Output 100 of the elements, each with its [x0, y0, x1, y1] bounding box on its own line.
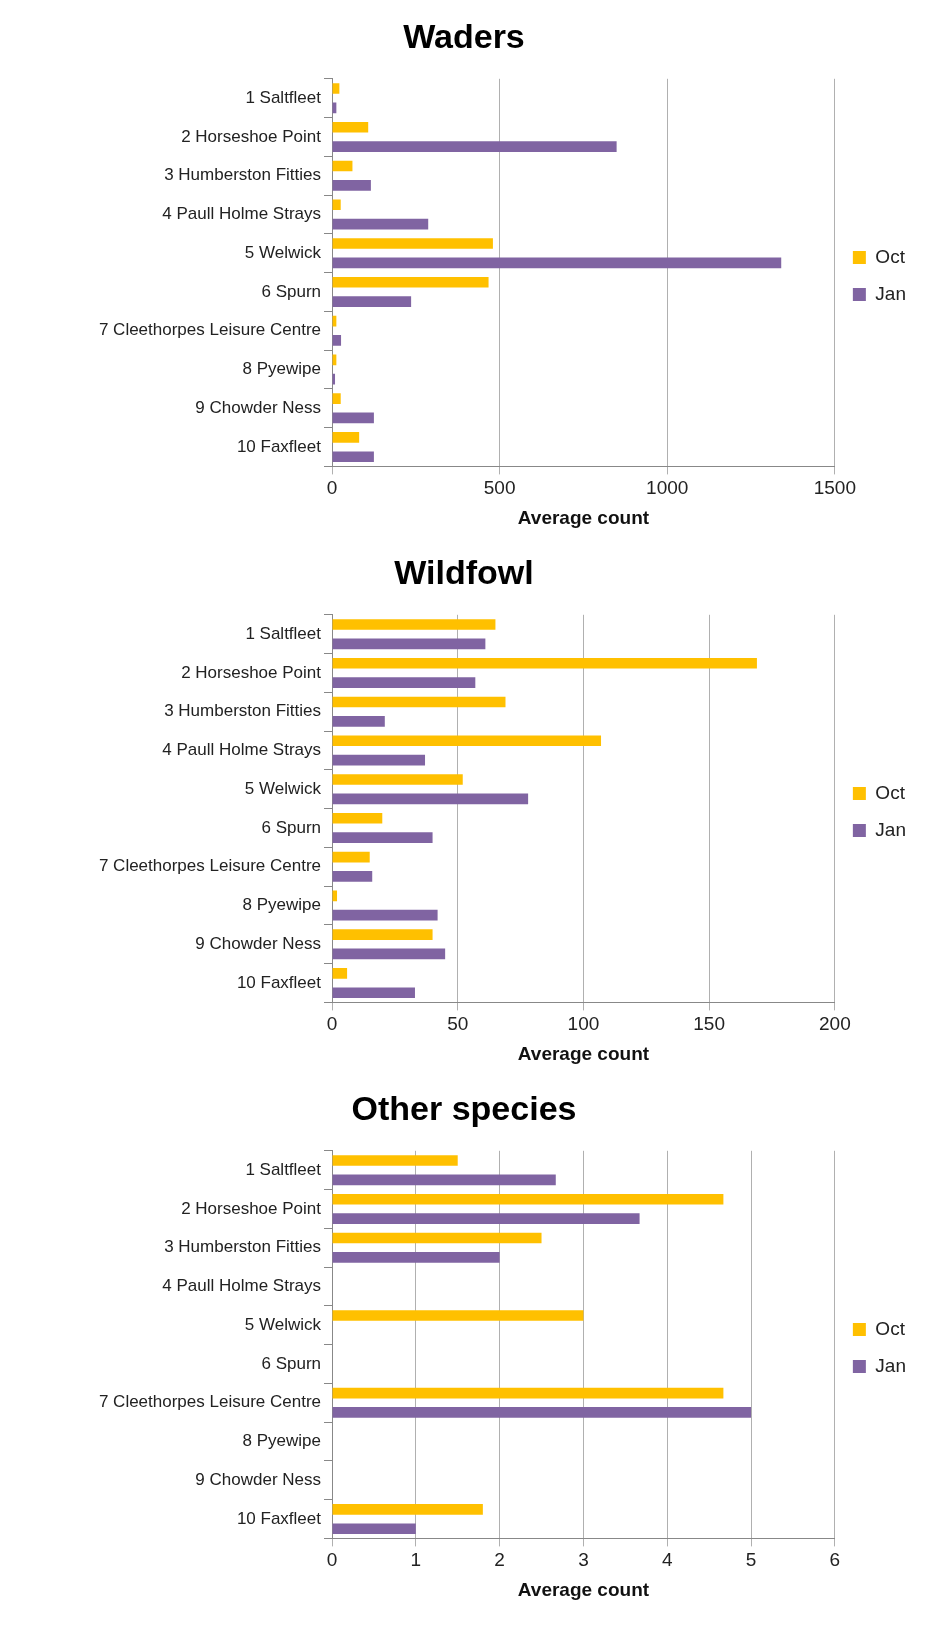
bar: [332, 335, 342, 346]
y-tick-label: 8 Pyewipe: [242, 1431, 321, 1451]
bar: [332, 890, 338, 902]
y-tick-label: 3 Humberston Fitties: [164, 701, 321, 721]
bar: [332, 1232, 542, 1244]
bar: [332, 296, 412, 307]
x-tick-label: 200: [819, 1013, 851, 1035]
x-tick-label: 1000: [646, 477, 689, 499]
y-tick-label: 1 Saltfleet: [245, 87, 322, 107]
x-tick-label: 150: [693, 1013, 725, 1035]
bar: [332, 638, 486, 650]
bar: [332, 1310, 584, 1321]
y-tick-label: 6 Spurn: [261, 1353, 321, 1373]
x-tick-label: 5: [745, 1549, 757, 1571]
bar: [332, 1504, 483, 1515]
legend-label: Jan: [875, 1354, 907, 1376]
bar: [332, 1523, 416, 1535]
chart-title: Other species: [351, 1088, 577, 1127]
bar: [332, 412, 374, 424]
bar: [332, 716, 385, 727]
y-tick-label: 8 Pyewipe: [242, 359, 321, 379]
bar: [332, 774, 463, 785]
bar: [332, 871, 373, 882]
bar: [332, 1155, 458, 1166]
x-tick-label: 4: [661, 1549, 673, 1571]
x-tick-label: 1500: [813, 477, 857, 499]
bar: [332, 968, 348, 979]
bar: [332, 1213, 640, 1224]
y-tick-label: 3 Humberston Fitties: [164, 1237, 321, 1257]
x-axis-title: Average count: [517, 1578, 650, 1600]
y-tick-label: 5 Welwick: [244, 778, 322, 798]
bar: [332, 696, 506, 708]
bar: [332, 121, 369, 133]
legend-label: Jan: [875, 818, 907, 840]
y-tick-label: 9 Chowder Ness: [195, 1469, 321, 1489]
x-tick-label: 1: [410, 1549, 422, 1571]
bar: [332, 451, 374, 463]
bar: [332, 754, 426, 766]
bar: [332, 909, 438, 921]
legend-label: Oct: [875, 245, 906, 267]
bar: [332, 929, 433, 940]
bar: [332, 812, 383, 824]
y-tick-label: 6 Spurn: [261, 817, 321, 837]
x-axis-title: Average count: [517, 1042, 650, 1064]
bar: [332, 141, 617, 152]
x-tick-label: 0: [326, 477, 338, 499]
y-tick-label: 2 Horseshoe Point: [181, 662, 322, 682]
bar: [332, 1252, 500, 1263]
legend-label: Oct: [875, 1317, 906, 1339]
y-tick-label: 4 Paull Holme Strays: [162, 204, 321, 224]
bar: [332, 735, 602, 747]
x-axis-title: Average count: [517, 506, 650, 528]
y-tick-label: 1 Saltfleet: [245, 623, 322, 643]
y-tick-label: 9 Chowder Ness: [195, 397, 321, 417]
y-tick-label: 5 Welwick: [244, 1314, 322, 1334]
y-tick-label: 1 Saltfleet: [245, 1159, 322, 1179]
bar: [332, 832, 433, 843]
y-tick-label: 10 Faxfleet: [236, 1508, 322, 1528]
x-tick-label: 50: [447, 1013, 469, 1035]
y-tick-label: 4 Paull Holme Strays: [162, 740, 321, 760]
y-tick-label: 2 Horseshoe Point: [181, 126, 322, 146]
bar: [332, 276, 489, 288]
legend-label: Oct: [875, 781, 906, 803]
bar: [332, 432, 360, 443]
bar: [332, 1193, 724, 1205]
x-tick-label: 3: [578, 1549, 589, 1571]
bar: [332, 393, 341, 404]
bar: [332, 657, 757, 669]
bar: [332, 948, 446, 960]
bar: [332, 238, 493, 249]
y-tick-label: 7 Cleethorpes Leisure Centre: [98, 856, 321, 876]
bar: [332, 1174, 556, 1186]
legend-label: Jan: [875, 282, 907, 304]
y-tick-label: 2 Horseshoe Point: [181, 1198, 322, 1218]
y-tick-label: 8 Pyewipe: [242, 895, 321, 915]
y-tick-label: 3 Humberston Fitties: [164, 165, 321, 185]
y-tick-label: 10 Faxfleet: [236, 972, 322, 992]
x-tick-label: 100: [567, 1013, 600, 1035]
x-tick-label: 2: [494, 1549, 505, 1571]
bar: [332, 257, 782, 269]
bar: [332, 619, 496, 630]
x-tick-label: 0: [326, 1013, 338, 1035]
bar: [332, 218, 429, 230]
y-tick-label: 7 Cleethorpes Leisure Centre: [98, 320, 321, 340]
bar: [332, 83, 340, 94]
x-tick-label: 500: [483, 477, 516, 499]
y-tick-label: 9 Chowder Ness: [195, 933, 321, 953]
bar: [332, 851, 370, 863]
bar: [332, 199, 341, 211]
bar: [332, 1407, 752, 1418]
bar: [332, 677, 476, 688]
bar: [332, 180, 371, 191]
x-tick-label: 0: [326, 1549, 338, 1571]
y-tick-label: 10 Faxfleet: [236, 436, 322, 456]
y-tick-label: 6 Spurn: [261, 281, 321, 301]
y-tick-label: 7 Cleethorpes Leisure Centre: [98, 1392, 321, 1412]
y-tick-label: 4 Paull Holme Strays: [162, 1276, 321, 1296]
x-tick-label: 6: [829, 1549, 841, 1571]
y-tick-label: 5 Welwick: [244, 242, 322, 262]
chart-title: Waders: [403, 16, 525, 55]
